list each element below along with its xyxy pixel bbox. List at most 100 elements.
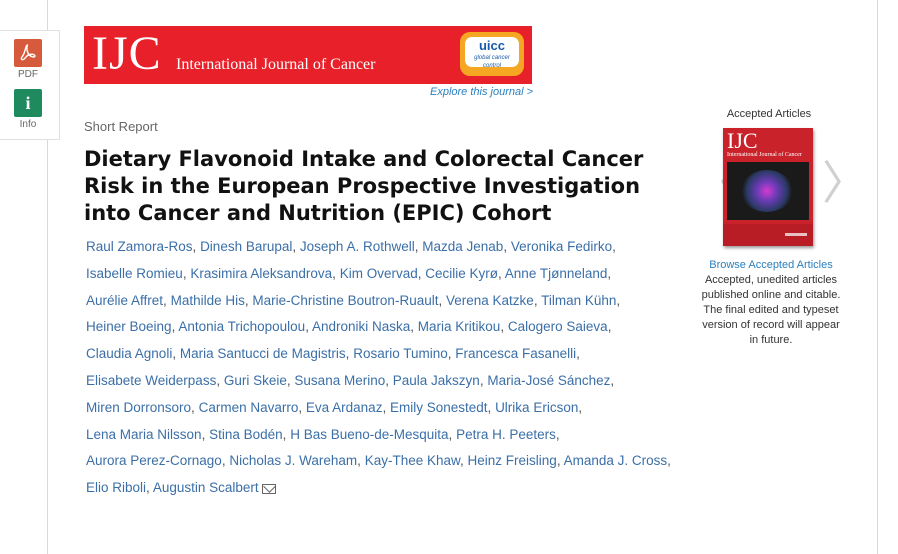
author-name[interactable]: Eva Ardanaz xyxy=(305,399,383,415)
author-link[interactable]: Maria Kritikou, xyxy=(418,319,504,334)
author-link[interactable]: Mathilde His, xyxy=(171,293,249,308)
author-link[interactable]: Cecilie Kyrø, xyxy=(425,266,502,281)
author-name[interactable]: Nicholas J. Wareham xyxy=(229,453,358,469)
author-link[interactable]: Raul Zamora-Ros, xyxy=(86,239,196,254)
author-link[interactable]: Veronika Fedirko, xyxy=(511,239,616,254)
author-link[interactable]: Claudia Agnoli, xyxy=(86,346,176,361)
author-name[interactable]: Aurora Perez-Cornago xyxy=(86,453,222,469)
author-name[interactable]: Carmen Navarro xyxy=(198,399,299,415)
author-name[interactable]: Raul Zamora-Ros xyxy=(86,239,193,254)
author-name[interactable]: Ulrika Ericson xyxy=(495,399,579,415)
author-name[interactable]: Augustin Scalbert xyxy=(152,480,259,496)
author-link[interactable]: Paula Jakszyn, xyxy=(393,373,484,388)
info-button[interactable]: i Info xyxy=(12,89,44,130)
author-name[interactable]: Francesca Fasanelli xyxy=(455,346,577,362)
author-link[interactable]: Stina Bodén, xyxy=(209,427,286,442)
author-name[interactable]: Paula Jakszyn xyxy=(392,372,480,388)
author-link[interactable]: Nicholas J. Wareham, xyxy=(229,453,361,468)
author-link[interactable]: Tilman Kühn, xyxy=(541,293,620,308)
author-link[interactable]: Heinz Freisling, xyxy=(468,453,561,468)
author-name[interactable]: Androniki Naska xyxy=(311,319,411,335)
author-name[interactable]: Lena Maria Nilsson xyxy=(86,426,202,442)
author-link[interactable]: Augustin Scalbert xyxy=(153,480,276,495)
author-name[interactable]: Antonia Trichopoulou xyxy=(178,319,306,335)
author-link[interactable]: Susana Merino, xyxy=(294,373,389,388)
author-name[interactable]: Guri Skeie xyxy=(223,372,287,388)
author-link[interactable]: Antonia Trichopoulou, xyxy=(178,319,309,334)
author-name[interactable]: Elisabete Weiderpass xyxy=(86,372,217,388)
author-name[interactable]: Cecilie Kyrø xyxy=(425,265,499,281)
author-name[interactable]: Veronika Fedirko xyxy=(510,239,613,254)
author-link[interactable]: Petra H. Peeters, xyxy=(456,427,560,442)
author-link[interactable]: H Bas Bueno-de-Mesquita, xyxy=(290,427,452,442)
author-link[interactable]: Lena Maria Nilsson, xyxy=(86,427,205,442)
author-name[interactable]: Petra H. Peeters xyxy=(456,426,556,442)
author-name[interactable]: Marie-Christine Boutron-Ruault xyxy=(252,292,439,308)
author-name[interactable]: Aurélie Affret xyxy=(86,292,164,308)
author-name[interactable]: Anne Tjønneland xyxy=(504,265,608,281)
author-name[interactable]: Maria Santucci de Magistris xyxy=(179,346,346,362)
author-link[interactable]: Maria-José Sánchez, xyxy=(487,373,614,388)
author-link[interactable]: Kay-Thee Khaw, xyxy=(365,453,464,468)
author-name[interactable]: Heinz Freisling xyxy=(467,453,557,469)
author-link[interactable]: Kim Overvad, xyxy=(340,266,422,281)
author-link[interactable]: Eva Ardanaz, xyxy=(306,400,386,415)
author-name[interactable]: Maria-José Sánchez xyxy=(487,372,611,388)
journal-banner[interactable]: IJC International Journal of Cancer uicc… xyxy=(84,26,532,84)
author-name[interactable]: Isabelle Romieu xyxy=(86,265,183,281)
author-name[interactable]: Tilman Kühn xyxy=(541,292,617,308)
author-link[interactable]: Joseph A. Rothwell, xyxy=(300,239,419,254)
author-name[interactable]: Calogero Saieva xyxy=(507,319,608,335)
author-link[interactable]: Anne Tjønneland, xyxy=(505,266,611,281)
author-link[interactable]: Mazda Jenab, xyxy=(422,239,507,254)
author-separator: , xyxy=(357,453,361,469)
author-link[interactable]: Isabelle Romieu, xyxy=(86,266,187,281)
author-name[interactable]: Susana Merino xyxy=(294,372,386,388)
author-link[interactable]: Krasimira Aleksandrova, xyxy=(190,266,336,281)
author-link[interactable]: Francesca Fasanelli, xyxy=(455,346,580,361)
author-name[interactable]: Miren Dorronsoro xyxy=(86,399,192,415)
author-link[interactable]: Guri Skeie, xyxy=(224,373,291,388)
author-name[interactable]: Stina Bodén xyxy=(209,426,283,442)
author-name[interactable]: Mathilde His xyxy=(170,292,245,308)
author-separator: , xyxy=(555,426,560,442)
author-link[interactable]: Elio Riboli, xyxy=(86,480,150,495)
author-name[interactable]: Mazda Jenab xyxy=(422,239,504,254)
author-link[interactable]: Elisabete Weiderpass, xyxy=(86,373,220,388)
journal-cover-image[interactable]: IJC International Journal of Cancer xyxy=(723,128,813,246)
author-name[interactable]: H Bas Bueno-de-Mesquita xyxy=(290,426,449,442)
author-name[interactable]: Kay-Thee Khaw xyxy=(364,453,460,469)
author-name[interactable]: Claudia Agnoli xyxy=(86,346,173,362)
author-link[interactable]: Verena Katzke, xyxy=(446,293,538,308)
browse-accepted-articles-link[interactable]: Browse Accepted Articles xyxy=(709,259,833,271)
author-link[interactable]: Ulrika Ericson, xyxy=(495,400,582,415)
author-link[interactable]: Dinesh Barupal, xyxy=(200,239,296,254)
author-name[interactable]: Maria Kritikou xyxy=(417,319,501,335)
author-link[interactable]: Calogero Saieva, xyxy=(508,319,612,334)
author-link[interactable]: Heiner Boeing, xyxy=(86,319,175,334)
author-name[interactable]: Emily Sonestedt xyxy=(389,399,488,415)
author-name[interactable]: Dinesh Barupal xyxy=(200,239,293,254)
author-name[interactable]: Joseph A. Rothwell xyxy=(299,239,415,254)
author-link[interactable]: Aurélie Affret, xyxy=(86,293,167,308)
author-link[interactable]: Androniki Naska, xyxy=(312,319,414,334)
author-name[interactable]: Amanda J. Cross xyxy=(563,453,668,469)
author-link[interactable]: Aurora Perez-Cornago, xyxy=(86,453,226,468)
author-name[interactable]: Heiner Boeing xyxy=(86,319,172,335)
author-name[interactable]: Verena Katzke xyxy=(446,292,534,308)
author-name[interactable]: Rosario Tumino xyxy=(353,346,448,362)
author-link[interactable]: Amanda J. Cross, xyxy=(564,453,671,468)
email-icon[interactable] xyxy=(261,483,276,494)
author-link[interactable]: Maria Santucci de Magistris, xyxy=(180,346,350,361)
pdf-button[interactable]: PDF xyxy=(12,39,44,80)
author-link[interactable]: Carmen Navarro, xyxy=(199,400,303,415)
explore-journal-link[interactable]: Explore this journal > xyxy=(430,86,534,98)
author-name[interactable]: Krasimira Aleksandrova xyxy=(190,265,333,281)
author-link[interactable]: Marie-Christine Boutron-Ruault, xyxy=(252,293,442,308)
author-name[interactable]: Elio Riboli xyxy=(86,480,147,496)
cover-next-button[interactable]: 〉 xyxy=(822,156,868,210)
author-link[interactable]: Miren Dorronsoro, xyxy=(86,400,195,415)
author-link[interactable]: Emily Sonestedt, xyxy=(390,400,491,415)
author-link[interactable]: Rosario Tumino, xyxy=(353,346,451,361)
author-name[interactable]: Kim Overvad xyxy=(339,265,418,281)
